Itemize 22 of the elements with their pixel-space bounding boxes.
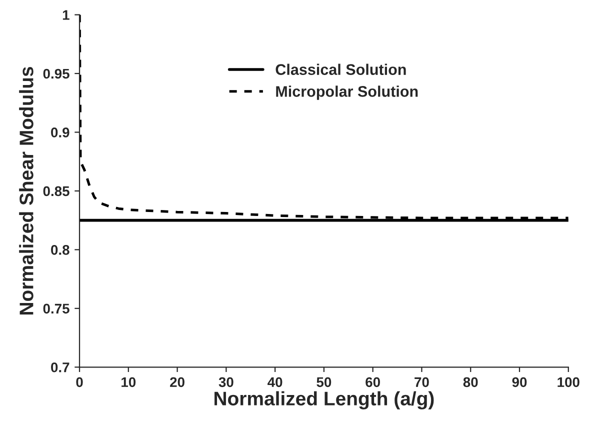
legend-label: Micropolar Solution xyxy=(276,86,418,100)
x-tick-label: 10 xyxy=(122,377,136,388)
y-tick-label: 0.9 xyxy=(51,128,70,138)
y-tick-label: 0.85 xyxy=(43,186,70,196)
x-tick-label: 40 xyxy=(268,377,282,388)
y-axis-title: Normalized Shear Modulus xyxy=(19,66,34,314)
x-tick-label: 50 xyxy=(316,377,332,388)
x-tick-label: 100 xyxy=(558,377,580,388)
x-tick-label: 30 xyxy=(218,377,234,388)
x-tick-label: 90 xyxy=(512,377,527,388)
x-axis-title: Normalized Length (a/g) xyxy=(214,391,434,410)
x-tick-label: 60 xyxy=(366,377,380,388)
y-tick-label: 0.95 xyxy=(43,68,70,79)
y-tick-label: 0.7 xyxy=(51,362,70,372)
y-tick-label: 0.75 xyxy=(43,304,70,314)
legend-label: Classical Solution xyxy=(276,64,406,75)
y-tick-label: 0.8 xyxy=(51,245,70,255)
x-tick-label: 70 xyxy=(414,377,429,388)
x-tick-label: 20 xyxy=(170,377,184,388)
y-tick-label: 1 xyxy=(62,10,70,20)
x-tick-label: 80 xyxy=(463,377,478,388)
x-tick-label: 0 xyxy=(76,377,83,388)
